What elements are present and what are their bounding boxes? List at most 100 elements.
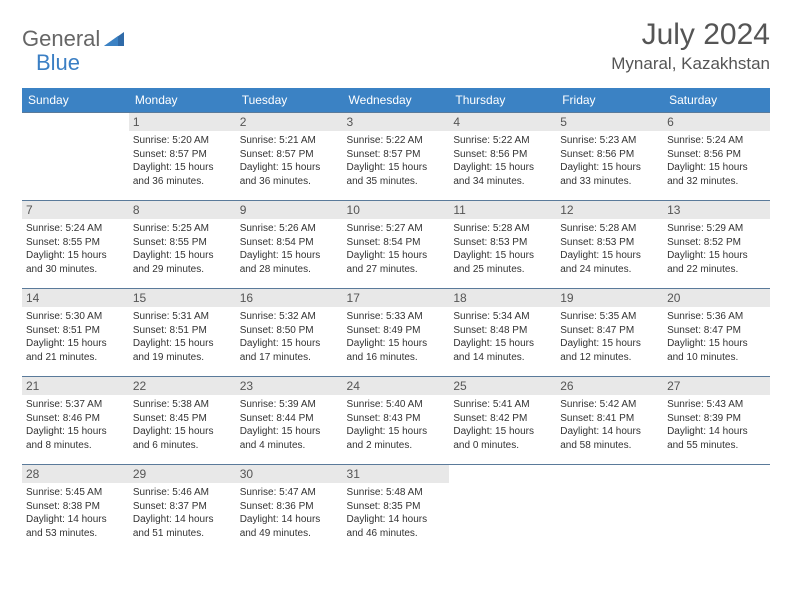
sunset-line: Sunset: 8:37 PM — [133, 500, 232, 514]
calendar-cell-empty — [22, 113, 129, 201]
day-number: 20 — [663, 289, 770, 307]
cell-details: Sunrise: 5:23 AMSunset: 8:56 PMDaylight:… — [560, 134, 659, 188]
cell-details: Sunrise: 5:31 AMSunset: 8:51 PMDaylight:… — [133, 310, 232, 364]
calendar-cell: 6Sunrise: 5:24 AMSunset: 8:56 PMDaylight… — [663, 113, 770, 201]
calendar-cell: 14Sunrise: 5:30 AMSunset: 8:51 PMDayligh… — [22, 289, 129, 377]
sunrise-line: Sunrise: 5:36 AM — [667, 310, 766, 324]
day-number: 23 — [236, 377, 343, 395]
daylight-line: Daylight: 15 hours and 19 minutes. — [133, 337, 232, 364]
calendar-cell: 12Sunrise: 5:28 AMSunset: 8:53 PMDayligh… — [556, 201, 663, 289]
cell-details: Sunrise: 5:33 AMSunset: 8:49 PMDaylight:… — [347, 310, 446, 364]
day-number: 9 — [236, 201, 343, 219]
daylight-line: Daylight: 15 hours and 17 minutes. — [240, 337, 339, 364]
calendar-cell: 5Sunrise: 5:23 AMSunset: 8:56 PMDaylight… — [556, 113, 663, 201]
sunrise-line: Sunrise: 5:38 AM — [133, 398, 232, 412]
sunrise-line: Sunrise: 5:42 AM — [560, 398, 659, 412]
day-number: 4 — [449, 113, 556, 131]
day-number: 6 — [663, 113, 770, 131]
calendar-cell: 4Sunrise: 5:22 AMSunset: 8:56 PMDaylight… — [449, 113, 556, 201]
calendar-cell: 30Sunrise: 5:47 AMSunset: 8:36 PMDayligh… — [236, 465, 343, 553]
day-number: 19 — [556, 289, 663, 307]
sunrise-line: Sunrise: 5:26 AM — [240, 222, 339, 236]
sunset-line: Sunset: 8:53 PM — [453, 236, 552, 250]
day-number: 3 — [343, 113, 450, 131]
cell-details: Sunrise: 5:38 AMSunset: 8:45 PMDaylight:… — [133, 398, 232, 452]
sunrise-line: Sunrise: 5:24 AM — [667, 134, 766, 148]
title-block: July 2024 Mynaral, Kazakhstan — [611, 18, 770, 74]
calendar-cell: 23Sunrise: 5:39 AMSunset: 8:44 PMDayligh… — [236, 377, 343, 465]
day-number: 8 — [129, 201, 236, 219]
daylight-line: Daylight: 15 hours and 6 minutes. — [133, 425, 232, 452]
daylight-line: Daylight: 15 hours and 36 minutes. — [240, 161, 339, 188]
daylight-line: Daylight: 15 hours and 28 minutes. — [240, 249, 339, 276]
daylight-line: Daylight: 14 hours and 58 minutes. — [560, 425, 659, 452]
sunset-line: Sunset: 8:39 PM — [667, 412, 766, 426]
cell-details: Sunrise: 5:41 AMSunset: 8:42 PMDaylight:… — [453, 398, 552, 452]
daylight-line: Daylight: 15 hours and 14 minutes. — [453, 337, 552, 364]
sunrise-line: Sunrise: 5:25 AM — [133, 222, 232, 236]
cell-details: Sunrise: 5:29 AMSunset: 8:52 PMDaylight:… — [667, 222, 766, 276]
cell-details: Sunrise: 5:34 AMSunset: 8:48 PMDaylight:… — [453, 310, 552, 364]
calendar-cell: 3Sunrise: 5:22 AMSunset: 8:57 PMDaylight… — [343, 113, 450, 201]
sunset-line: Sunset: 8:49 PM — [347, 324, 446, 338]
sunrise-line: Sunrise: 5:22 AM — [453, 134, 552, 148]
sunset-line: Sunset: 8:55 PM — [133, 236, 232, 250]
sunrise-line: Sunrise: 5:28 AM — [453, 222, 552, 236]
calendar-cell: 19Sunrise: 5:35 AMSunset: 8:47 PMDayligh… — [556, 289, 663, 377]
cell-details: Sunrise: 5:24 AMSunset: 8:55 PMDaylight:… — [26, 222, 125, 276]
sunset-line: Sunset: 8:56 PM — [560, 148, 659, 162]
calendar-cell-empty — [663, 465, 770, 553]
sunset-line: Sunset: 8:51 PM — [133, 324, 232, 338]
sunset-line: Sunset: 8:42 PM — [453, 412, 552, 426]
sunrise-line: Sunrise: 5:35 AM — [560, 310, 659, 324]
day-number: 28 — [22, 465, 129, 483]
location-title: Mynaral, Kazakhstan — [611, 54, 770, 74]
sunrise-line: Sunrise: 5:32 AM — [240, 310, 339, 324]
calendar-table: SundayMondayTuesdayWednesdayThursdayFrid… — [22, 88, 770, 553]
calendar-cell: 27Sunrise: 5:43 AMSunset: 8:39 PMDayligh… — [663, 377, 770, 465]
sunset-line: Sunset: 8:44 PM — [240, 412, 339, 426]
sunrise-line: Sunrise: 5:39 AM — [240, 398, 339, 412]
daylight-line: Daylight: 15 hours and 10 minutes. — [667, 337, 766, 364]
daylight-line: Daylight: 15 hours and 30 minutes. — [26, 249, 125, 276]
calendar-cell: 9 Sunrise: 5:26 AMSunset: 8:54 PMDaylight… — [236, 201, 343, 289]
logo-word-blue: Blue — [36, 50, 80, 76]
calendar-cell: 13Sunrise: 5:29 AMSunset: 8:52 PMDayligh… — [663, 201, 770, 289]
sunrise-line: Sunrise: 5:28 AM — [560, 222, 659, 236]
sunrise-line: Sunrise: 5:40 AM — [347, 398, 446, 412]
calendar-week-row: 21Sunrise: 5:37 AMSunset: 8:46 PMDayligh… — [22, 377, 770, 465]
day-number: 2 — [236, 113, 343, 131]
daylight-line: Daylight: 15 hours and 33 minutes. — [560, 161, 659, 188]
sunset-line: Sunset: 8:43 PM — [347, 412, 446, 426]
day-number: 24 — [343, 377, 450, 395]
daylight-line: Daylight: 15 hours and 34 minutes. — [453, 161, 552, 188]
sunrise-line: Sunrise: 5:23 AM — [560, 134, 659, 148]
weekday-header-row: SundayMondayTuesdayWednesdayThursdayFrid… — [22, 88, 770, 113]
calendar-cell: 18Sunrise: 5:34 AMSunset: 8:48 PMDayligh… — [449, 289, 556, 377]
sunrise-line: Sunrise: 5:29 AM — [667, 222, 766, 236]
day-number: 22 — [129, 377, 236, 395]
sunrise-line: Sunrise: 5:21 AM — [240, 134, 339, 148]
sunrise-line: Sunrise: 5:31 AM — [133, 310, 232, 324]
daylight-line: Daylight: 15 hours and 35 minutes. — [347, 161, 446, 188]
day-number: 17 — [343, 289, 450, 307]
calendar-week-row: 7Sunrise: 5:24 AMSunset: 8:55 PMDaylight… — [22, 201, 770, 289]
cell-details: Sunrise: 5:42 AMSunset: 8:41 PMDaylight:… — [560, 398, 659, 452]
calendar-cell: 17 Sunrise: 5:33 AMSunset: 8:49 PMDayligh… — [343, 289, 450, 377]
calendar-cell: 26Sunrise: 5:42 AMSunset: 8:41 PMDayligh… — [556, 377, 663, 465]
sunrise-line: Sunrise: 5:34 AM — [453, 310, 552, 324]
day-number: 29 — [129, 465, 236, 483]
sunset-line: Sunset: 8:56 PM — [667, 148, 766, 162]
calendar-cell-empty — [556, 465, 663, 553]
sunset-line: Sunset: 8:57 PM — [240, 148, 339, 162]
sunrise-line: Sunrise: 5:45 AM — [26, 486, 125, 500]
daylight-line: Daylight: 15 hours and 29 minutes. — [133, 249, 232, 276]
day-number: 16 — [236, 289, 343, 307]
day-number: 15 — [129, 289, 236, 307]
sunset-line: Sunset: 8:50 PM — [240, 324, 339, 338]
logo-word-general: General — [22, 26, 100, 52]
cell-details: Sunrise: 5:26 AMSunset: 8:54 PMDaylight:… — [240, 222, 339, 276]
calendar-week-row: 14Sunrise: 5:30 AMSunset: 8:51 PMDayligh… — [22, 289, 770, 377]
logo-triangle-icon — [104, 30, 124, 46]
calendar-cell: 8 Sunrise: 5:25 AMSunset: 8:55 PMDaylight… — [129, 201, 236, 289]
